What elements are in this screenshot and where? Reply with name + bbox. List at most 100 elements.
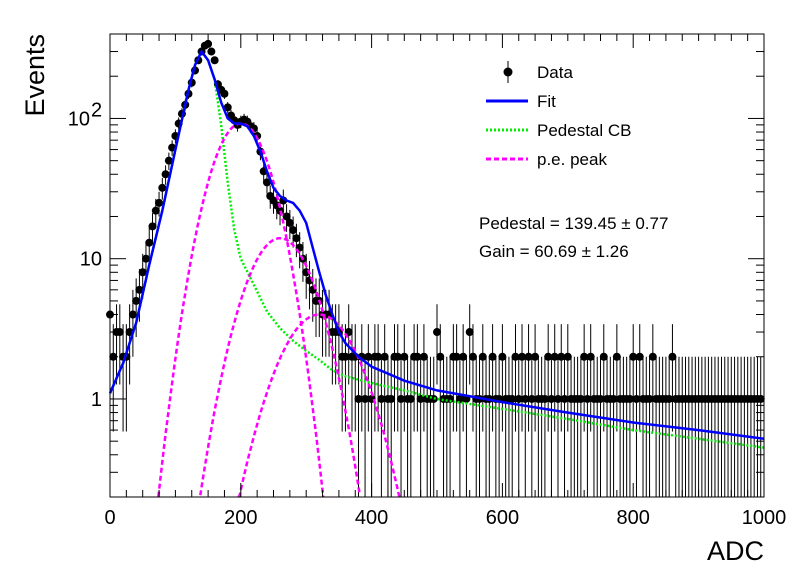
y-ticks: [110, 33, 764, 498]
data-point: [478, 352, 487, 361]
data-point: [488, 352, 497, 361]
y-tick-label: 10: [68, 108, 90, 130]
data-point: [625, 394, 634, 403]
data-point: [285, 218, 294, 227]
fit-result-pedestal-error: 0.77: [635, 214, 668, 233]
x-axis-title: ADC: [707, 536, 764, 566]
data-point: [544, 352, 553, 361]
data-point: [419, 352, 428, 361]
y-tick-label: 10: [80, 249, 102, 271]
data-point: [161, 170, 170, 179]
x-tick-label: 600: [486, 507, 519, 529]
data-point: [563, 352, 572, 361]
data-point: [397, 394, 406, 403]
x-tick-labels: 0 200 400 600 800 1000: [104, 507, 786, 529]
data-point: [524, 352, 533, 361]
data-point: [292, 234, 301, 243]
data-point: [138, 268, 147, 277]
fit-result-gain: Gain = 60.69 ± 1.26: [479, 242, 629, 261]
pe-peak-curve-2: [199, 236, 362, 496]
x-tick-label: 400: [355, 507, 388, 529]
y-axis-title: Events: [20, 34, 50, 117]
data-point: [527, 394, 536, 403]
legend-item-fit: Fit: [486, 92, 556, 111]
data-point: [354, 394, 363, 403]
data-point: [665, 394, 674, 403]
data-point: [406, 394, 415, 403]
data-point: [609, 394, 618, 403]
x-tick-label: 0: [104, 507, 115, 529]
data-point: [540, 394, 549, 403]
fit-result-gain-value: Gain = 60.69: [479, 242, 577, 261]
data-point: [204, 39, 213, 48]
data-point: [511, 352, 520, 361]
data-point: [400, 352, 409, 361]
fit-curve: [108, 49, 765, 441]
data-point: [576, 394, 585, 403]
data-point: [612, 352, 621, 361]
data-point: [158, 183, 167, 192]
data-point: [128, 310, 137, 319]
x-tick-label: 800: [617, 507, 650, 529]
data-point: [521, 394, 530, 403]
data-point: [586, 352, 595, 361]
data-point: [668, 352, 677, 361]
x-ticks: [109, 34, 765, 497]
data-point: [223, 103, 232, 112]
data-point: [465, 328, 474, 337]
data-point: [210, 56, 219, 65]
data-point: [596, 394, 605, 403]
data-point: [413, 352, 422, 361]
data-point: [550, 352, 559, 361]
fit-result-pedestal-value: Pedestal = 139.45: [479, 214, 617, 233]
data-point: [141, 254, 150, 263]
data-point: [553, 394, 562, 403]
data-point: [459, 352, 468, 361]
data-point: [468, 352, 477, 361]
data-layer: [106, 39, 765, 497]
data-point: [560, 394, 569, 403]
data-point: [508, 394, 517, 403]
data-point: [436, 352, 445, 361]
fit-result-gain-pm: ±: [582, 242, 596, 261]
data-point: [374, 352, 383, 361]
fit-results: Pedestal = 139.45 ± 0.77 Gain = 60.69 ± …: [479, 214, 668, 261]
legend-label: p.e. peak: [537, 150, 607, 169]
data-point: [557, 352, 566, 361]
fit-result-pedestal-pm: ±: [621, 214, 635, 233]
data-point: [433, 328, 441, 337]
legend-marker: [503, 67, 513, 77]
data-point: [377, 394, 386, 403]
data-point: [632, 394, 641, 403]
data-point: [380, 352, 389, 361]
data-point: [132, 296, 141, 305]
legend-item-pe: p.e. peak: [486, 150, 607, 169]
y-tick-label-exponent: 2: [91, 99, 102, 121]
data-point: [416, 394, 425, 403]
y-tick-label: 1: [91, 389, 102, 411]
data-point: [635, 352, 644, 361]
data-point: [135, 285, 144, 294]
legend-item-data: Data: [503, 61, 573, 83]
data-point: [580, 352, 589, 361]
data-point: [514, 394, 523, 403]
data-point: [341, 352, 350, 361]
data-point: [164, 156, 173, 165]
fit-result-pedestal: Pedestal = 139.45 ± 0.77: [479, 214, 668, 233]
data-point: [115, 328, 124, 337]
x-tick-label: 200: [224, 507, 257, 529]
data-point: [282, 212, 291, 221]
data-point: [151, 206, 160, 215]
data-point: [645, 394, 654, 403]
legend-item-pedestal: Pedestal CB: [486, 121, 632, 140]
data-point: [155, 198, 164, 207]
data-point: [518, 352, 527, 361]
data-point: [648, 352, 657, 361]
curve-layer: [108, 49, 765, 498]
legend-label: Fit: [537, 92, 556, 111]
legend-label: Pedestal CB: [537, 121, 632, 140]
data-point: [145, 238, 154, 247]
